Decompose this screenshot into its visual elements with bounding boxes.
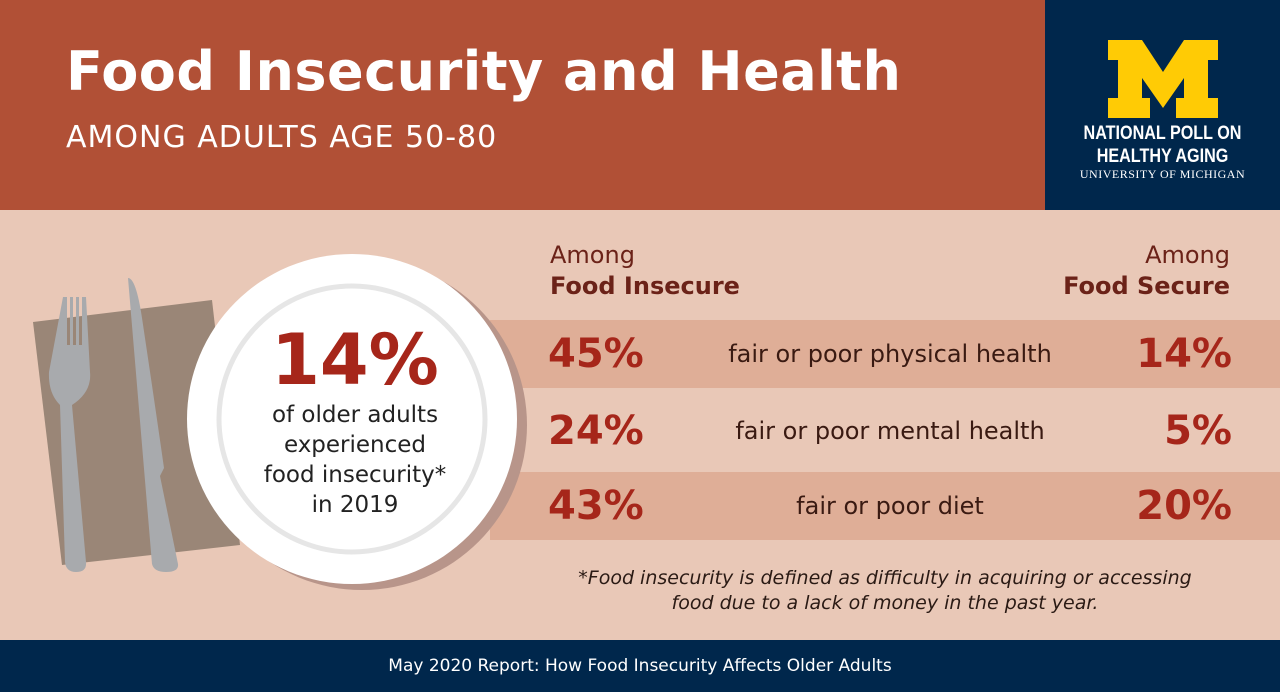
fork-icon [48,297,91,572]
footnote: *Food insecurity is defined as difficult… [520,566,1250,616]
block-m-icon [1108,40,1218,118]
column-header-bottom: Food Insecure [550,272,740,300]
row-label: fair or poor mental health [735,417,1045,445]
secure-value: 14% [1136,331,1232,377]
plate-setting-illustration [33,254,527,590]
footer-text: May 2020 Report: How Food Insecurity Aff… [388,656,892,676]
row-label: fair or poor physical health [728,340,1052,368]
plate-rim [216,283,488,555]
header-banner: Food Insecurity and Health AMONG ADULTS … [0,0,1045,210]
column-header-top: Among [1145,241,1230,269]
page-title: Food Insecurity and Health [66,40,902,103]
column-header-top: Among [550,241,635,269]
headline-percent: 14% [271,319,439,401]
row-label: fair or poor diet [796,492,984,520]
logo-line-1: NATIONAL POLL ON [1083,123,1242,144]
footnote-line: *Food insecurity is defined as difficult… [578,567,1192,589]
table-row: 24% fair or poor mental health 5% [548,397,1232,465]
insecure-value: 45% [548,331,644,377]
row-band [490,320,1280,388]
secure-value: 20% [1136,483,1232,529]
column-header-insecure: Among Food Insecure [550,240,740,302]
insecure-value: 24% [548,408,644,454]
plate-text-line: in 2019 [311,492,399,518]
plate-text-line: of older adults [271,402,439,428]
michigan-logo: NATIONAL POLL ON HEALTHY AGING UNIVERSITY… [1045,0,1280,210]
footnote-line: food due to a lack of money in the past … [671,592,1099,614]
secure-value: 5% [1164,408,1232,454]
logo-line-3: UNIVERSITY OF MICHIGAN [1079,167,1246,181]
table-row: 43% fair or poor diet 20% [548,472,1232,540]
page-subtitle: AMONG ADULTS AGE 50-80 [66,120,498,155]
plate-text-line: food insecurity* [263,462,447,488]
footer-banner: May 2020 Report: How Food Insecurity Aff… [0,640,1280,692]
table-row: 45% fair or poor physical health 14% [548,320,1232,388]
logo-line-2: HEALTHY AGING [1096,146,1229,167]
column-header-bottom: Food Secure [1063,272,1230,300]
knife-icon [128,278,179,572]
row-band [490,472,1280,540]
plate [187,254,517,584]
plate-text: 14% of older adults experienced food ins… [230,320,480,520]
insecure-value: 43% [548,483,644,529]
plate-text-line: experienced [283,432,427,458]
column-header-secure: Among Food Secure [1063,240,1230,302]
